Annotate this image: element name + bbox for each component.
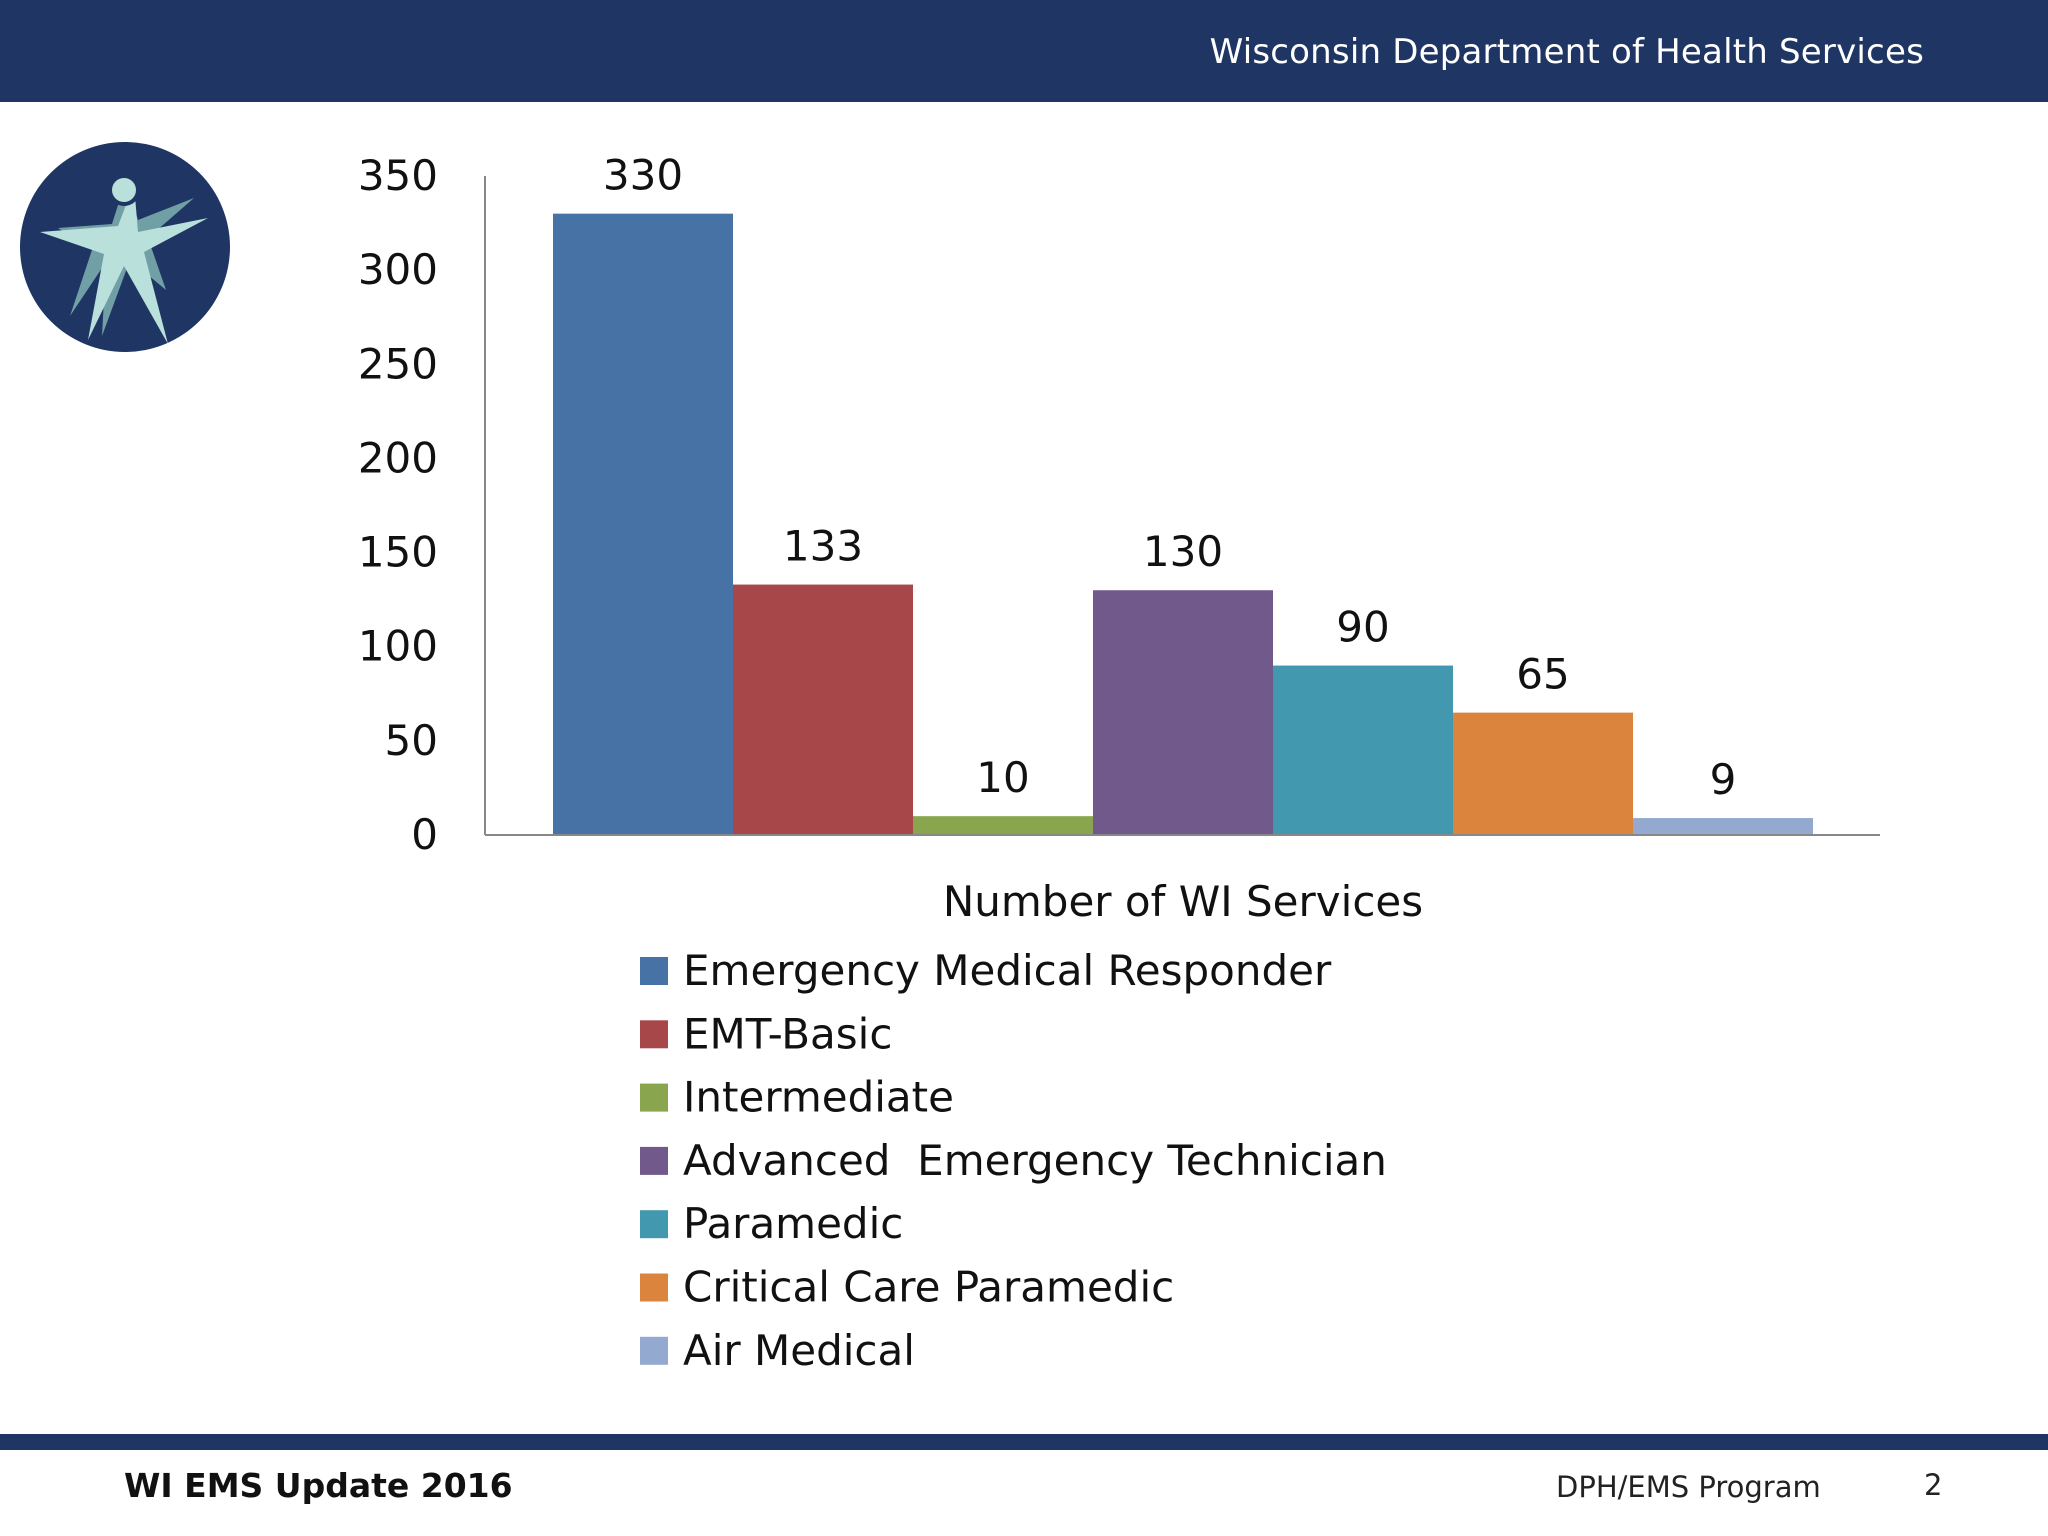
x-axis-label: Number of WI Services <box>943 877 1423 926</box>
bar-data-label: 130 <box>1143 527 1223 576</box>
header-bar: Wisconsin Department of Health Services <box>0 0 2048 102</box>
legend-label: EMT-Basic <box>683 1009 892 1058</box>
bar <box>1453 712 1633 835</box>
bar <box>1273 665 1453 835</box>
header-title: Wisconsin Department of Health Services <box>1209 32 1924 72</box>
dhs-figure-logo-icon <box>20 142 230 352</box>
bars <box>553 213 1813 835</box>
y-tick-label: 300 <box>358 245 438 294</box>
y-tick-label: 350 <box>358 151 438 200</box>
footer-title: WI EMS Update 2016 <box>124 1466 513 1505</box>
data-labels: 330 133 10 130 90 65 9 <box>603 151 1736 804</box>
bar <box>1633 818 1813 835</box>
legend-label: Emergency Medical Responder <box>683 946 1332 995</box>
legend-label: Air Medical <box>683 1326 915 1375</box>
legend-swatch <box>640 1020 668 1049</box>
bar <box>553 213 733 835</box>
footer-program: DPH/EMS Program <box>1556 1470 1821 1504</box>
y-axis-ticks: 0 50 100 150 200 250 300 350 <box>358 151 438 859</box>
legend-swatch <box>640 1083 668 1112</box>
legend-swatch <box>640 1273 668 1302</box>
footer-bar <box>0 1434 2048 1450</box>
y-tick-label: 50 <box>385 716 438 765</box>
bar-data-label: 133 <box>783 522 863 571</box>
y-tick-label: 100 <box>358 622 438 671</box>
legend-swatch <box>640 1210 668 1239</box>
y-tick-label: 200 <box>358 433 438 482</box>
legend: Emergency Medical Responder EMT-Basic Inte… <box>640 946 1387 1375</box>
y-tick-label: 150 <box>358 528 438 577</box>
legend-label: Paramedic <box>683 1199 903 1248</box>
page-number: 2 <box>1924 1468 1943 1502</box>
bar-data-label: 10 <box>976 753 1029 802</box>
y-tick-label: 250 <box>358 339 438 388</box>
legend-swatch <box>640 957 668 985</box>
bar <box>733 584 913 835</box>
bar-data-label: 65 <box>1516 650 1569 699</box>
bar-data-label: 9 <box>1710 755 1737 804</box>
legend-swatch <box>640 1146 668 1175</box>
legend-label: Critical Care Paramedic <box>683 1263 1174 1312</box>
bar-data-label: 90 <box>1336 603 1389 652</box>
legend-label: Advanced Emergency Technician <box>683 1136 1387 1185</box>
legend-label: Intermediate <box>683 1073 954 1122</box>
legend-swatch <box>640 1336 668 1365</box>
bar <box>1093 590 1273 835</box>
bar <box>913 816 1093 835</box>
y-tick-label: 0 <box>411 810 438 859</box>
bar-data-label: 330 <box>603 151 683 200</box>
